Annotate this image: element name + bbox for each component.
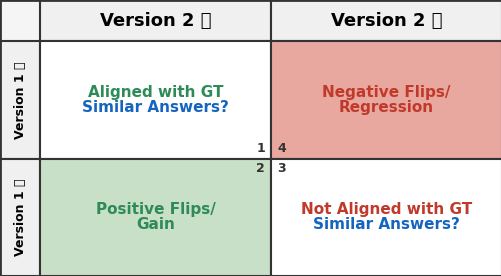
Text: 2: 2 [256,162,265,175]
Text: 4: 4 [277,142,285,155]
FancyBboxPatch shape [0,159,40,276]
Text: Not Aligned with GT: Not Aligned with GT [300,202,471,217]
Text: Positive Flips/: Positive Flips/ [96,202,215,217]
Text: Version 2 ✅: Version 2 ✅ [100,12,211,30]
Text: Gain: Gain [136,217,175,232]
FancyBboxPatch shape [0,41,40,159]
Text: Aligned with GT: Aligned with GT [88,85,223,100]
FancyBboxPatch shape [271,0,501,41]
Text: Regression: Regression [338,100,433,115]
FancyBboxPatch shape [271,159,501,276]
Text: Similar Answers?: Similar Answers? [82,100,228,115]
Text: Similar Answers?: Similar Answers? [313,217,459,232]
Text: Version 1 ✅: Version 1 ✅ [14,61,27,139]
FancyBboxPatch shape [40,0,271,41]
Text: Version 2 ❌: Version 2 ❌ [330,12,441,30]
FancyBboxPatch shape [40,159,271,276]
FancyBboxPatch shape [40,41,271,159]
FancyBboxPatch shape [271,41,501,159]
Text: Version 1 ❌: Version 1 ❌ [14,179,27,256]
Text: Negative Flips/: Negative Flips/ [322,85,450,100]
Text: 3: 3 [277,162,285,175]
Text: 1: 1 [256,142,265,155]
